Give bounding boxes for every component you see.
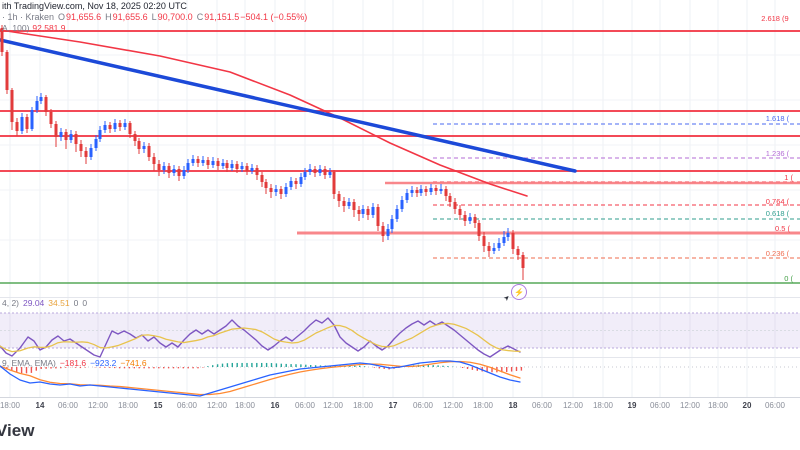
time-axis-hour-label[interactable]: 12:00 bbox=[562, 401, 584, 410]
time-axis-hour-label[interactable]: 06:00 bbox=[649, 401, 671, 410]
time-axis-day-label[interactable]: 19 bbox=[627, 401, 637, 410]
time-axis-day-label[interactable]: 20 bbox=[742, 401, 752, 410]
symbol-legend[interactable]: · 1h · Kraken O91,655.6 H91,655.6 L90,700.0… bbox=[2, 12, 307, 22]
ohlc-change: −504.1 (−0.55%) bbox=[240, 12, 308, 22]
rsi-legend[interactable]: 4, 2) 29.04 34.51 0 0 bbox=[2, 298, 87, 308]
time-axis-hour-label[interactable]: 06:00 bbox=[412, 401, 434, 410]
time-axis-hour-label[interactable]: 12:00 bbox=[87, 401, 109, 410]
time-axis-hour-label[interactable]: 18:00 bbox=[472, 401, 494, 410]
fib-label: 0.764 ( bbox=[765, 197, 790, 206]
macd-signal-value: −741.6 bbox=[120, 358, 147, 368]
rsi-extra-2: 0 bbox=[82, 298, 88, 308]
fib-label: 0 ( bbox=[784, 274, 793, 283]
time-axis-hour-label[interactable]: 06:00 bbox=[531, 401, 553, 410]
time-axis-hour-label[interactable]: 18:00 bbox=[0, 401, 21, 410]
time-axis-hour-label[interactable]: 12:00 bbox=[442, 401, 464, 410]
fib-label: 2.618 (9 bbox=[761, 14, 789, 23]
time-axis-hour-label[interactable]: 18:00 bbox=[234, 401, 256, 410]
time-axis-hour-label[interactable]: 18:00 bbox=[707, 401, 729, 410]
tradingview-watermark[interactable]: View bbox=[0, 421, 35, 440]
ohlc-open-label: O bbox=[58, 12, 66, 22]
time-axis-day-label[interactable]: 15 bbox=[153, 401, 163, 410]
time-axis-day-label[interactable]: 18 bbox=[508, 401, 518, 410]
ohlc-high-label: H bbox=[105, 12, 112, 22]
fib-label: 1.618 ( bbox=[765, 114, 790, 123]
time-axis-hour-label[interactable]: 12:00 bbox=[206, 401, 228, 410]
time-axis-day-label[interactable]: 14 bbox=[35, 401, 45, 410]
time-axis-hour-label[interactable]: 06:00 bbox=[176, 401, 198, 410]
time-axis-day-label[interactable]: 16 bbox=[270, 401, 280, 410]
ohlc-open-value: 91,655.6 bbox=[66, 12, 102, 22]
ohlc-low-value: 90,700.0 bbox=[157, 12, 193, 22]
time-axis-hour-label[interactable]: 18:00 bbox=[117, 401, 139, 410]
ohlc-close-value: 91,151.5 bbox=[204, 12, 240, 22]
time-axis-hour-label[interactable]: 12:00 bbox=[322, 401, 344, 410]
time-axis-day-label[interactable]: 17 bbox=[388, 401, 398, 410]
ohlc-close-label: C bbox=[196, 12, 204, 22]
rsi-pane[interactable] bbox=[0, 298, 800, 357]
ma-legend[interactable]: A, 100) 92,581.9 bbox=[2, 23, 66, 33]
price-pane[interactable] bbox=[0, 0, 800, 297]
lightning-icon[interactable]: ⚡ bbox=[511, 284, 527, 300]
time-axis-hour-label[interactable]: 06:00 bbox=[57, 401, 79, 410]
rsi-ma-value: 34.51 bbox=[48, 298, 70, 308]
time-axis-hour-label[interactable]: 18:00 bbox=[352, 401, 374, 410]
ohlc-high-value: 91,655.6 bbox=[112, 12, 148, 22]
time-axis[interactable]: 18:00 14 06:00 12:00 18:00 15 06:00 12:00 18:00 1… bbox=[0, 398, 800, 414]
time-axis-hour-label[interactable]: 06:00 bbox=[764, 401, 786, 410]
ohlc-low-label: L bbox=[151, 12, 157, 22]
symbol-fragment: · 1h · Kraken bbox=[2, 12, 55, 22]
macd-label-fragment: 9, EMA, EMA) bbox=[2, 358, 56, 368]
rsi-value: 29.04 bbox=[23, 298, 45, 308]
time-axis-hour-label[interactable]: 18:00 bbox=[592, 401, 614, 410]
ma-label-fragment: A, 100) bbox=[2, 23, 30, 33]
rsi-extra-1: 0 bbox=[73, 298, 79, 308]
macd-line-value: −923.2 bbox=[90, 358, 117, 368]
fib-label: 1.236 ( bbox=[765, 149, 790, 158]
macd-legend[interactable]: 9, EMA, EMA) −181.6 −923.2 −741.6 bbox=[2, 358, 147, 368]
rsi-label-fragment: 4, 2) bbox=[2, 298, 20, 308]
ma-value: 92,581.9 bbox=[32, 23, 66, 33]
fib-label: 0.5 ( bbox=[775, 224, 791, 233]
time-axis-hour-label[interactable]: 06:00 bbox=[294, 401, 316, 410]
fib-label: 0.236 ( bbox=[765, 249, 790, 258]
fib-label: 1 ( bbox=[784, 173, 793, 182]
macd-hist-value: −181.6 bbox=[59, 358, 87, 368]
fib-label: 0.618 ( bbox=[765, 209, 790, 218]
time-axis-hour-label[interactable]: 12:00 bbox=[679, 401, 701, 410]
publish-caption: ith TradingView.com, Nov 18, 2025 02:20 … bbox=[2, 1, 187, 11]
